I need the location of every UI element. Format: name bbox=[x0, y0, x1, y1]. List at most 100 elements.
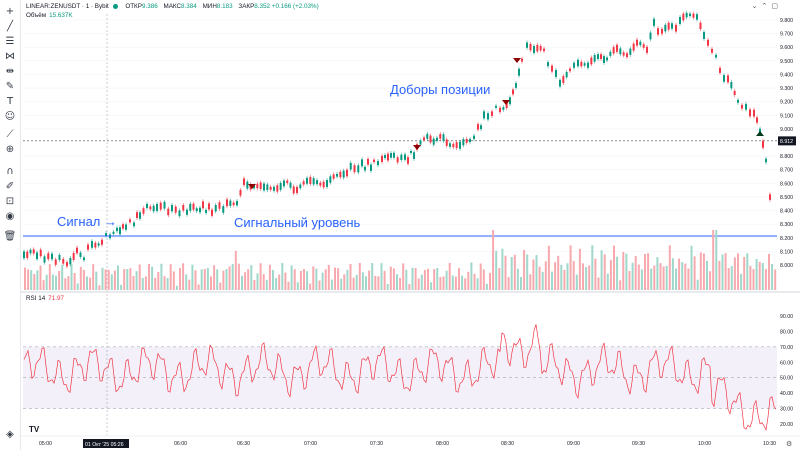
zoom-icon[interactable]: ⊕ bbox=[5, 144, 15, 155]
emoji-icon[interactable]: ☺ bbox=[4, 111, 16, 122]
candle bbox=[178, 210, 181, 217]
price-chart[interactable]: 9.800 9.700 9.600 9.500 9.400 9.300 9.200 9.100… bbox=[21, 0, 800, 450]
rsi-tick-label: 80.00 bbox=[780, 329, 793, 335]
volume-bar bbox=[303, 269, 305, 290]
candle bbox=[387, 153, 389, 161]
projection-icon[interactable]: ⇹ bbox=[5, 66, 15, 77]
price-tick-label: 8.500 bbox=[780, 195, 793, 201]
volume-bar bbox=[48, 264, 51, 290]
volume-bar bbox=[42, 280, 45, 290]
volume-bar bbox=[746, 253, 749, 290]
candle bbox=[730, 81, 733, 89]
price-tick-label: 8.100 bbox=[780, 249, 793, 255]
candle bbox=[97, 243, 100, 246]
volume-bar bbox=[523, 249, 526, 290]
candle bbox=[502, 107, 505, 110]
volume-bar bbox=[575, 274, 578, 290]
volume-bar bbox=[299, 271, 302, 290]
volume-bar bbox=[321, 272, 324, 290]
candle bbox=[47, 253, 50, 260]
candle bbox=[239, 189, 242, 196]
volume-bar bbox=[467, 271, 470, 290]
price-tick-label: 9.600 bbox=[780, 45, 793, 51]
trendline-icon[interactable]: ╱ bbox=[6, 21, 14, 32]
candle bbox=[632, 43, 635, 51]
volume-bar bbox=[687, 268, 690, 290]
volume-bar bbox=[448, 262, 451, 290]
eye-icon[interactable]: ◉ bbox=[5, 211, 15, 222]
lock-icon[interactable]: ⊡ bbox=[5, 196, 15, 207]
candle bbox=[346, 169, 348, 177]
candle bbox=[512, 89, 514, 95]
signal-arrow-icon: → bbox=[104, 214, 118, 229]
volume-bar bbox=[250, 265, 253, 290]
volume-bar bbox=[219, 282, 222, 290]
brush-icon[interactable]: ✎ bbox=[5, 81, 15, 92]
candle bbox=[606, 57, 608, 61]
candle bbox=[533, 46, 535, 53]
volume-bar bbox=[690, 245, 693, 290]
candle bbox=[436, 137, 438, 141]
volume-bar bbox=[585, 266, 588, 290]
candle bbox=[336, 173, 338, 177]
volume-bar bbox=[752, 269, 755, 290]
candle bbox=[116, 227, 118, 232]
volume-bar bbox=[489, 273, 491, 290]
text-icon[interactable]: T bbox=[6, 96, 14, 107]
trash-icon[interactable]: 🗑 bbox=[3, 231, 17, 242]
crosshair-time-badge bbox=[83, 439, 129, 448]
symbol-title[interactable]: LINEAR:ZENUSDT · 1 · Bybit bbox=[26, 3, 109, 10]
candle bbox=[139, 212, 141, 219]
volume-bar bbox=[520, 276, 522, 290]
change-value: +0.166 (+2.03%) bbox=[271, 3, 319, 10]
volume-bar bbox=[324, 269, 327, 290]
candle bbox=[174, 206, 177, 213]
fib-icon[interactable]: ☰ bbox=[5, 36, 15, 47]
pattern-icon[interactable]: ⋈ bbox=[5, 51, 15, 62]
volume-bar bbox=[200, 269, 203, 290]
signal-text: Сигнал bbox=[57, 214, 101, 229]
ruler-icon[interactable]: ⟋ bbox=[6, 129, 14, 140]
volume-bar bbox=[247, 269, 250, 290]
volume-bar bbox=[343, 274, 346, 290]
rsi-legend[interactable]: RSI 14 71.97 bbox=[26, 295, 64, 302]
maximize-icon[interactable]: ▢ bbox=[771, 3, 782, 10]
candle bbox=[283, 180, 285, 187]
candle bbox=[689, 13, 691, 17]
volume-bar bbox=[436, 268, 439, 290]
candle bbox=[23, 251, 25, 259]
price-tick-label: 9.800 bbox=[780, 18, 793, 24]
candle bbox=[762, 140, 764, 148]
volume-bar bbox=[498, 268, 501, 290]
magnet-icon[interactable]: ∩ bbox=[6, 166, 14, 177]
price-tick-label: 8.000 bbox=[780, 263, 793, 269]
close-value: 8.352 bbox=[254, 3, 271, 10]
volume-bar bbox=[380, 263, 383, 290]
candle bbox=[455, 142, 458, 149]
candle bbox=[465, 138, 468, 143]
candle bbox=[349, 162, 352, 170]
layers-icon[interactable]: ◈ bbox=[6, 429, 14, 440]
candle bbox=[302, 181, 305, 185]
candle bbox=[769, 194, 771, 200]
candle bbox=[76, 247, 78, 254]
volume-bar bbox=[352, 277, 355, 290]
candle bbox=[459, 141, 461, 149]
crosshair-icon[interactable]: + bbox=[5, 6, 15, 17]
volume-bar bbox=[631, 262, 634, 290]
volume-bar bbox=[185, 274, 188, 290]
candle bbox=[246, 181, 249, 189]
price-tick-label: 9.300 bbox=[780, 86, 793, 92]
candle bbox=[526, 42, 528, 48]
volume-bar bbox=[262, 274, 265, 290]
lock-draw-icon[interactable]: ✐ bbox=[5, 181, 15, 192]
expand-icon[interactable]: ⌃ bbox=[761, 3, 772, 10]
candle bbox=[218, 202, 221, 209]
volume-legend[interactable]: Объём 15.637K bbox=[26, 12, 73, 19]
volume-bar bbox=[327, 264, 330, 290]
volume-bar bbox=[417, 278, 420, 290]
collapse-icon[interactable]: ⌄ bbox=[751, 3, 762, 10]
candle bbox=[279, 182, 282, 190]
volume-bar bbox=[485, 283, 488, 290]
candle bbox=[616, 44, 618, 52]
